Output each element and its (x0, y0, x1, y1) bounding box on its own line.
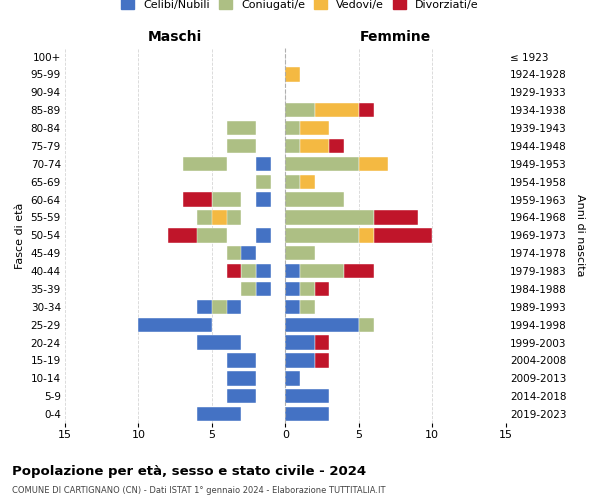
Text: COMUNE DI CARTIGNANO (CN) - Dati ISTAT 1° gennaio 2024 - Elaborazione TUTTITALIA: COMUNE DI CARTIGNANO (CN) - Dati ISTAT 1… (12, 486, 386, 495)
Bar (374, 228, 432, 242)
Bar (300, 139, 329, 153)
Bar (359, 228, 374, 242)
Bar (227, 139, 256, 153)
Bar (212, 300, 227, 314)
Bar (168, 228, 197, 242)
Bar (315, 282, 329, 296)
Bar (241, 282, 256, 296)
Bar (286, 282, 300, 296)
Bar (227, 371, 256, 386)
Bar (286, 354, 315, 368)
Bar (359, 103, 374, 118)
Bar (286, 68, 300, 82)
Text: Maschi: Maschi (148, 30, 202, 44)
Bar (329, 139, 344, 153)
Y-axis label: Anni di nascita: Anni di nascita (575, 194, 585, 276)
Bar (256, 264, 271, 278)
Bar (197, 407, 241, 422)
Bar (212, 210, 227, 224)
Legend: Celibi/Nubili, Coniugati/e, Vedovi/e, Divorziati/e: Celibi/Nubili, Coniugati/e, Vedovi/e, Di… (118, 0, 482, 13)
Bar (374, 210, 418, 224)
Bar (256, 174, 271, 189)
Bar (286, 156, 359, 171)
Bar (359, 318, 374, 332)
Bar (256, 228, 271, 242)
Bar (315, 354, 329, 368)
Bar (286, 210, 374, 224)
Bar (300, 264, 344, 278)
Bar (286, 389, 329, 404)
Bar (300, 121, 329, 136)
Text: Femmine: Femmine (360, 30, 431, 44)
Bar (286, 174, 300, 189)
Bar (256, 156, 271, 171)
Bar (286, 246, 315, 260)
Bar (182, 192, 212, 207)
Bar (227, 121, 256, 136)
Bar (286, 121, 300, 136)
Bar (286, 264, 300, 278)
Bar (212, 192, 241, 207)
Bar (359, 156, 388, 171)
Bar (227, 389, 256, 404)
Y-axis label: Fasce di età: Fasce di età (15, 202, 25, 268)
Bar (286, 139, 300, 153)
Bar (286, 103, 315, 118)
Bar (227, 354, 256, 368)
Bar (315, 103, 359, 118)
Bar (315, 336, 329, 350)
Bar (227, 246, 241, 260)
Bar (182, 228, 227, 242)
Bar (286, 371, 300, 386)
Bar (139, 318, 212, 332)
Bar (300, 174, 315, 189)
Bar (286, 318, 359, 332)
Bar (197, 336, 241, 350)
Bar (256, 192, 271, 207)
Bar (286, 192, 344, 207)
Text: Popolazione per età, sesso e stato civile - 2024: Popolazione per età, sesso e stato civil… (12, 464, 366, 477)
Bar (241, 264, 256, 278)
Bar (227, 246, 256, 260)
Bar (300, 282, 315, 296)
Bar (182, 156, 227, 171)
Bar (300, 300, 315, 314)
Bar (286, 336, 315, 350)
Bar (227, 264, 241, 278)
Bar (256, 282, 271, 296)
Bar (344, 264, 374, 278)
Bar (286, 228, 359, 242)
Bar (197, 210, 241, 224)
Bar (286, 407, 329, 422)
Bar (197, 300, 241, 314)
Bar (286, 300, 300, 314)
